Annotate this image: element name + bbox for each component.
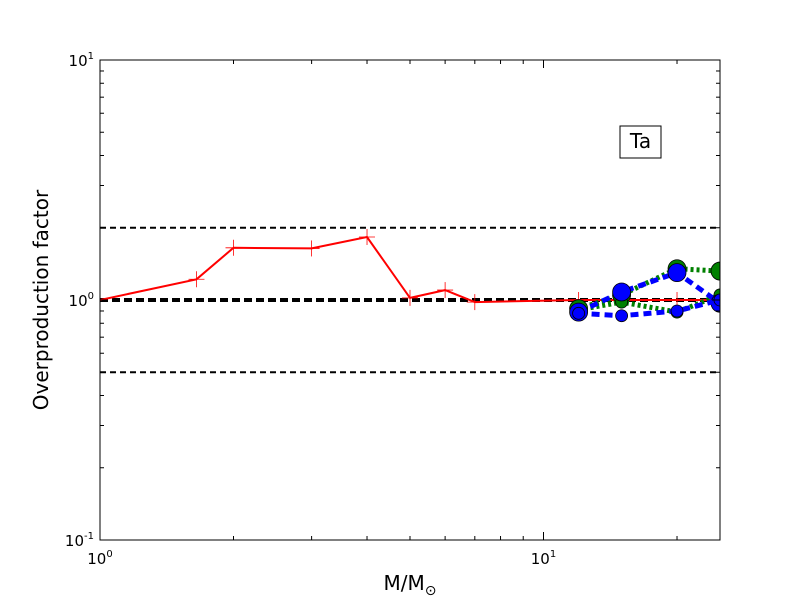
x-tick-label: 100 <box>87 549 112 568</box>
y-tick-label-base: 10 <box>65 532 84 550</box>
x-axis-title: M/M⊙ <box>384 571 437 599</box>
series-layer <box>100 229 720 323</box>
y-tick-label-base: 10 <box>69 52 88 70</box>
x-tick-label-base: 10 <box>531 550 550 568</box>
series-line-4 <box>578 297 720 319</box>
series-point-0 <box>359 229 376 246</box>
series-point-0 <box>402 289 418 306</box>
series-point-0 <box>437 282 454 299</box>
annotation-layer: Ta <box>619 125 662 159</box>
series-point-4 <box>572 306 586 320</box>
series-line-3 <box>577 269 720 315</box>
y-tick-label-base: 10 <box>69 292 88 310</box>
x-axis-title-sub: ⊙ <box>425 583 437 599</box>
y-tick-label-exp: 1 <box>88 51 94 62</box>
x-tick-label-exp: 1 <box>550 549 556 560</box>
x-axis-title-main: M/M <box>384 571 425 595</box>
series-point-0 <box>188 271 205 288</box>
x-tick-label-exp: 0 <box>106 549 112 560</box>
y-tick-label: 100 <box>69 291 94 310</box>
x-tick-label-base: 10 <box>87 550 106 568</box>
series-point-3 <box>667 263 687 283</box>
series-point-0 <box>225 239 242 256</box>
annotation-box <box>619 125 662 159</box>
series-line-1 <box>577 266 720 312</box>
y-tick-label: 10-1 <box>65 531 94 550</box>
series-point-1 <box>710 261 720 281</box>
x-tick-label: 101 <box>531 549 556 568</box>
series-point-4 <box>670 304 684 318</box>
series-point-0 <box>303 240 320 257</box>
series-point-0 <box>466 294 483 311</box>
series-point-3 <box>612 282 632 302</box>
y-tick-label-exp: -1 <box>84 531 94 542</box>
series-line-0 <box>100 235 720 304</box>
series-point-4 <box>615 309 629 323</box>
y-tick-label-exp: 0 <box>88 291 94 302</box>
plot-frame <box>99 59 721 541</box>
annotation-label: Ta <box>629 129 651 153</box>
y-tick-label: 101 <box>69 51 94 70</box>
y-axis-title: Overproduction factor <box>29 189 53 410</box>
